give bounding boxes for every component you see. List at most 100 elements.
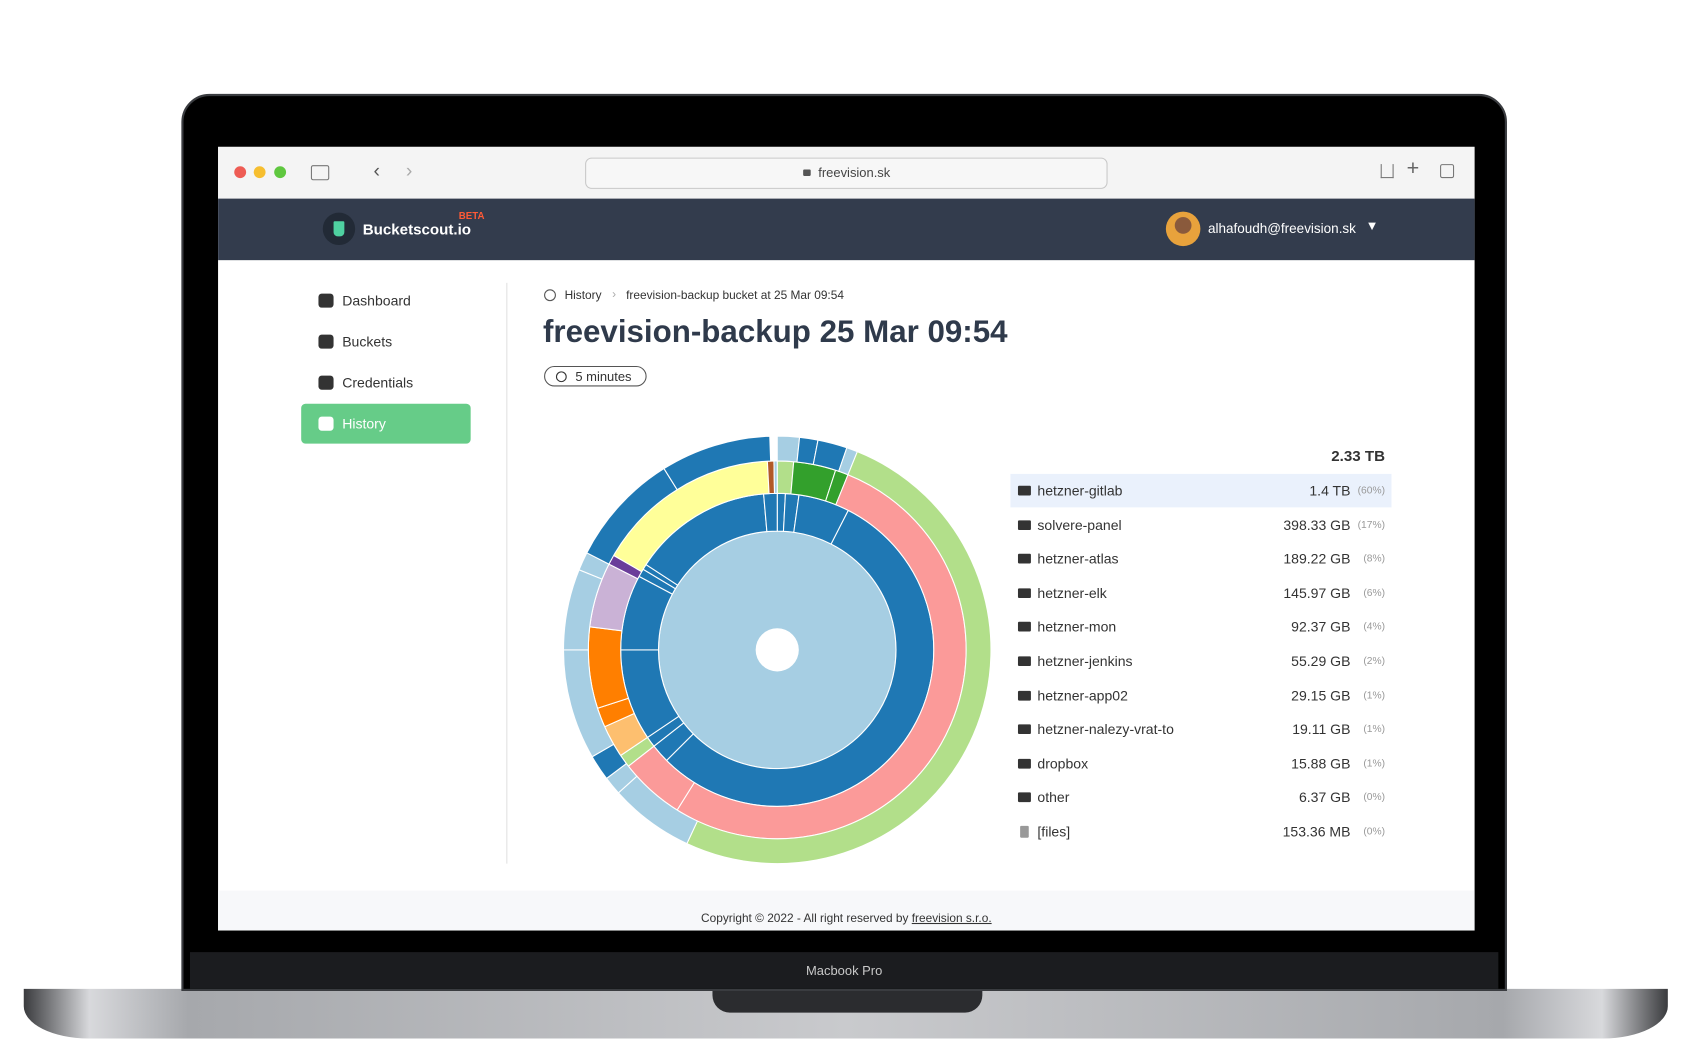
duration-badge: 5 minutes xyxy=(544,365,647,387)
usage-row[interactable]: hetzner-atlas 189.22 GB (8%) xyxy=(1010,542,1391,575)
usage-row[interactable]: [files] 153.36 MB (0%) xyxy=(1010,815,1391,848)
row-name: hetzner-jenkins xyxy=(1037,653,1133,670)
nav-icon xyxy=(318,293,334,308)
row-size: 92.37 GB xyxy=(1291,618,1351,636)
back-button[interactable]: ‹ xyxy=(373,159,380,182)
company-link[interactable]: freevision s.r.o. xyxy=(911,912,992,926)
nav-label: History xyxy=(342,415,386,432)
zoom-button[interactable] xyxy=(274,166,287,179)
avatar[interactable] xyxy=(1165,211,1201,247)
close-button[interactable] xyxy=(234,166,247,179)
usage-row[interactable]: hetzner-app02 29.15 GB (1%) xyxy=(1010,679,1391,712)
nav-label: Credentials xyxy=(342,374,414,391)
folder-icon xyxy=(1017,690,1031,701)
footer-text-wrap: Copyright © 2022 - All right reserved by… xyxy=(218,912,1475,925)
timer-icon xyxy=(555,371,567,383)
minimize-button[interactable] xyxy=(253,166,266,179)
row-share: (2%) xyxy=(1363,655,1385,668)
nav-label: Dashboard xyxy=(342,292,411,309)
sunburst-segment[interactable] xyxy=(776,435,801,463)
usage-row[interactable]: dropbox 15.88 GB (1%) xyxy=(1010,747,1391,780)
row-share: (4%) xyxy=(1363,621,1385,634)
folder-icon xyxy=(1017,656,1031,667)
row-share: (60%) xyxy=(1357,484,1385,497)
laptop-notch xyxy=(712,988,983,1013)
usage-row[interactable]: hetzner-nalezy-vrat-to 19.11 GB (1%) xyxy=(1010,713,1391,746)
row-name: hetzner-app02 xyxy=(1037,687,1128,704)
row-share: (8%) xyxy=(1363,552,1385,565)
copyright: Copyright © 2022 - All right reserved by xyxy=(701,912,909,926)
row-size: 29.15 GB xyxy=(1291,687,1351,704)
tabs-button[interactable] xyxy=(1440,164,1455,179)
user-email[interactable]: alhafoudh@freevision.sk xyxy=(1207,221,1356,237)
laptop-chin xyxy=(189,952,1499,989)
lock-icon xyxy=(803,169,811,176)
screen: ‹ › freevision.sk + Bucketscout.io BETA … xyxy=(218,146,1475,931)
duration: 5 minutes xyxy=(575,369,632,385)
row-name: solvere-panel xyxy=(1037,516,1122,533)
row-size: 145.97 GB xyxy=(1283,584,1351,602)
row-name: hetzner-atlas xyxy=(1037,550,1119,567)
usage-row[interactable]: hetzner-jenkins 55.29 GB (2%) xyxy=(1010,644,1391,677)
sunburst-chart xyxy=(562,435,992,865)
usage-row[interactable]: hetzner-mon 92.37 GB (4%) xyxy=(1010,610,1391,643)
sidebar-toggle[interactable] xyxy=(310,165,330,181)
usage-row[interactable]: other 6.37 GB (0%) xyxy=(1010,781,1391,814)
row-share: (1%) xyxy=(1363,689,1385,702)
nav-icon xyxy=(318,375,334,390)
file-icon xyxy=(1020,825,1029,838)
new-tab-button[interactable]: + xyxy=(1406,156,1420,181)
share-button[interactable] xyxy=(1380,164,1394,179)
nav-item[interactable]: Dashboard xyxy=(301,281,470,321)
usage-row[interactable]: solvere-panel 398.33 GB (17%) xyxy=(1010,508,1391,541)
row-share: (6%) xyxy=(1363,587,1385,599)
row-size: 1.4 TB xyxy=(1309,482,1351,499)
row-name: hetzner-gitlab xyxy=(1037,482,1123,499)
nav-item[interactable]: Buckets xyxy=(301,322,470,362)
usage-row[interactable]: hetzner-gitlab 1.4 TB (60%) xyxy=(1010,473,1392,508)
page-title: freevision-backup 25 Mar 09:54 xyxy=(542,315,1008,350)
logo-bucket xyxy=(333,221,345,237)
nav-icon xyxy=(318,334,334,349)
folder-icon xyxy=(1017,724,1031,735)
logo[interactable] xyxy=(322,212,356,246)
forward-button[interactable]: › xyxy=(405,159,413,182)
total-size: 2.33 TB xyxy=(1331,446,1385,465)
row-name: dropbox xyxy=(1037,755,1089,772)
address-bar[interactable]: freevision.sk xyxy=(585,157,1108,189)
folder-icon xyxy=(1017,622,1031,632)
row-name: hetzner-nalezy-vrat-to xyxy=(1037,721,1174,738)
row-size: 19.11 GB xyxy=(1292,721,1351,738)
breadcrumb-link[interactable]: History xyxy=(564,289,602,303)
row-share: (1%) xyxy=(1363,757,1385,770)
url: freevision.sk xyxy=(818,165,891,181)
brand[interactable]: Bucketscout.io xyxy=(362,220,472,238)
row-size: 189.22 GB xyxy=(1283,550,1351,567)
row-size: 153.36 MB xyxy=(1282,823,1351,840)
row-size: 6.37 GB xyxy=(1298,789,1351,806)
breadcrumb-separator: › xyxy=(612,288,617,302)
row-name: hetzner-mon xyxy=(1037,618,1117,636)
row-size: 398.33 GB xyxy=(1283,516,1351,533)
nav-item[interactable]: History xyxy=(301,403,471,444)
row-share: (0%) xyxy=(1363,791,1385,804)
row-share: (1%) xyxy=(1363,723,1385,736)
folder-icon xyxy=(1017,553,1031,564)
device-label: Macbook Pro xyxy=(805,962,883,979)
user-menu-caret[interactable]: ▼ xyxy=(1365,218,1379,234)
folder-icon xyxy=(1017,792,1031,803)
sunburst-segment[interactable] xyxy=(686,450,992,865)
nav-item[interactable]: Credentials xyxy=(301,363,470,403)
usage-row[interactable]: hetzner-elk 145.97 GB (6%) xyxy=(1010,576,1391,609)
sunburst-segment[interactable] xyxy=(663,435,772,491)
history-icon xyxy=(544,289,556,302)
sidebar-divider xyxy=(506,282,508,864)
sunburst-segment[interactable] xyxy=(766,460,776,495)
folder-icon xyxy=(1017,588,1031,598)
sunburst-segment[interactable] xyxy=(773,460,778,494)
nav-label: Buckets xyxy=(342,333,393,350)
row-share: (17%) xyxy=(1357,518,1385,531)
row-size: 15.88 GB xyxy=(1291,755,1351,772)
breadcrumb-current: freevision-backup bucket at 25 Mar 09:54 xyxy=(626,289,844,303)
